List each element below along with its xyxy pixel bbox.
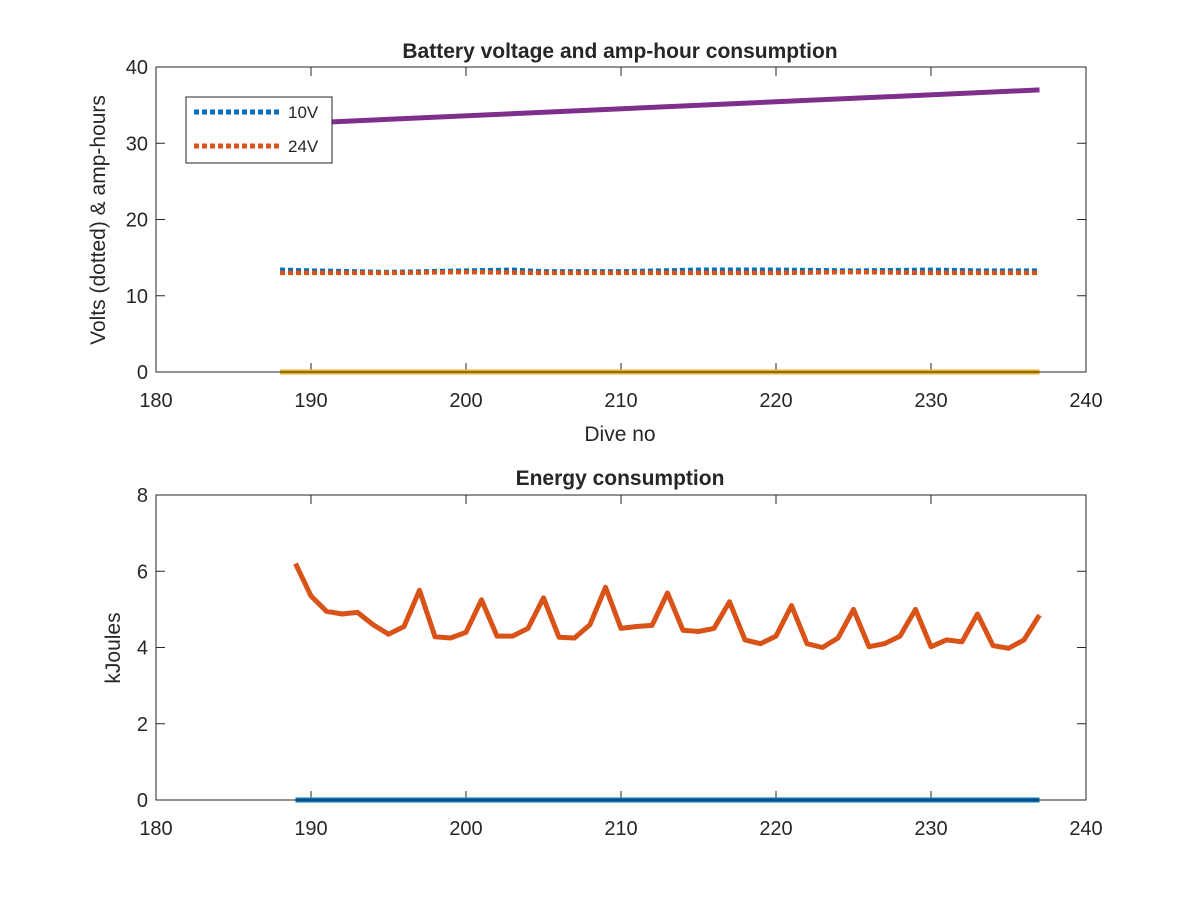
voltage-x-tick-label: 230: [914, 390, 947, 412]
energy-y-tick-label: 0: [137, 790, 148, 812]
energy-x-tick-label: 190: [294, 818, 327, 840]
legend-box: [185, 96, 333, 164]
voltage-x-axis-label: Dive no: [584, 423, 655, 446]
energy-x-tick-label: 210: [604, 818, 637, 840]
voltage-chart-title: Battery voltage and amp-hour consumption: [402, 40, 837, 63]
voltage-series-line-24v: [280, 269, 1040, 276]
energy-y-tick-label: 4: [137, 638, 148, 660]
voltage-subplot: Battery voltage and amp-hour consumption…: [87, 40, 1103, 446]
energy-chart-title: Energy consumption: [516, 467, 725, 490]
voltage-y-tick-label: 40: [126, 57, 148, 79]
voltage-axes-box: [155, 66, 1087, 373]
energy-x-tick-label: 180: [139, 818, 172, 840]
energy-series-line-1: [293, 562, 1042, 651]
legend-label-24v: 24V: [288, 137, 319, 156]
energy-x-tick-label: 220: [759, 818, 792, 840]
voltage-series-line-3: [279, 87, 1040, 127]
energy-x-tick-label: 200: [449, 818, 482, 840]
energy-ticks: 180 190 200 210 220 230 240 0 2 4 6 8: [137, 485, 1103, 840]
voltage-y-axis-label: Volts (dotted) & amp-hours: [87, 95, 110, 345]
energy-y-tick-label: 2: [137, 714, 148, 736]
voltage-ticks: 180 190 200 210 220 230 240 0 10 20 30 40: [126, 57, 1103, 412]
legend-label-10v: 10V: [288, 103, 319, 122]
voltage-y-tick-label: 30: [126, 133, 148, 155]
voltage-x-tick-label: 180: [139, 390, 172, 412]
voltage-x-tick-label: 240: [1069, 390, 1102, 412]
energy-y-tick-label: 6: [137, 561, 148, 583]
voltage-x-tick-label: 220: [759, 390, 792, 412]
energy-y-axis-label: kJoules: [102, 612, 125, 683]
voltage-legend: 10V 24V: [185, 96, 333, 164]
energy-subplot: Energy consumption 180 190 200 210 220 230 240…: [102, 467, 1103, 840]
voltage-y-tick-label: 10: [126, 286, 148, 308]
energy-x-tick-label: 240: [1069, 818, 1102, 840]
voltage-x-tick-label: 200: [449, 390, 482, 412]
voltage-x-tick-label: 210: [604, 390, 637, 412]
voltage-x-tick-label: 190: [294, 390, 327, 412]
energy-y-tick-label: 8: [137, 485, 148, 507]
energy-x-tick-label: 230: [914, 818, 947, 840]
voltage-y-tick-label: 0: [137, 362, 148, 384]
energy-axes-box: [155, 494, 1087, 801]
voltage-y-tick-label: 20: [126, 210, 148, 232]
